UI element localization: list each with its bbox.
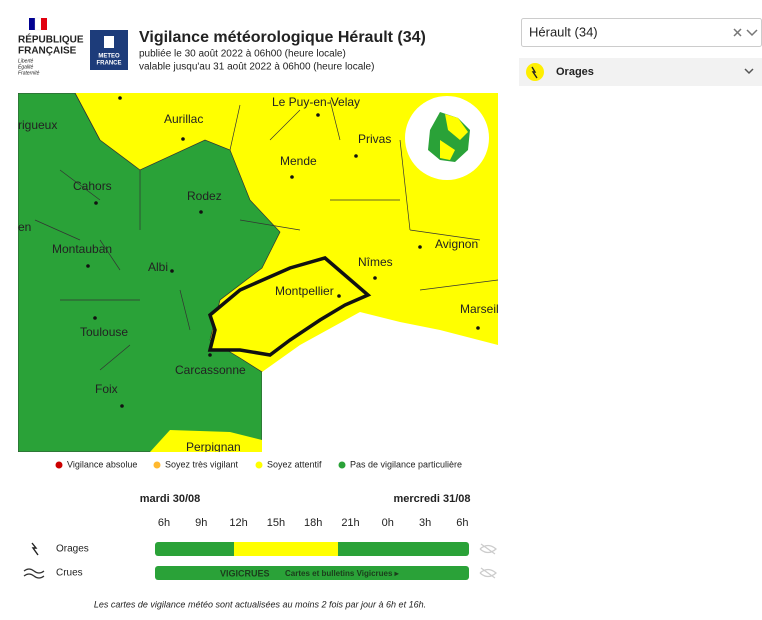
city-label: Privas (358, 132, 391, 146)
waves-icon (23, 568, 45, 579)
flag (29, 18, 35, 30)
select-icons[interactable] (733, 28, 758, 37)
yellow-zone (150, 430, 262, 452)
logo-text: RÉPUBLIQUE (18, 33, 84, 46)
sea (262, 312, 498, 452)
orages-yellow (234, 542, 338, 556)
legend-dot (338, 461, 346, 469)
meteo-logo: METEO FRANCE (90, 30, 128, 70)
row-label: Crues (56, 568, 83, 579)
legend-dot (55, 461, 63, 469)
logo-text: FRANCE (97, 61, 122, 67)
legend-label: Soyez attentif (267, 459, 322, 469)
city-label: Aurillac (164, 112, 203, 126)
city-label: Carcassonne (175, 363, 246, 377)
rf-logo: RÉPUBLIQUE FRANÇAISE Liberté Égalité Fra… (18, 17, 84, 76)
city-label: Albi (148, 260, 168, 274)
hour-label: 6h (158, 517, 170, 529)
title: Vigilance météorologique Hérault (34) (139, 29, 426, 46)
city-label: Rodez (187, 189, 222, 203)
vigicrues-logo: VIGICRUES (220, 568, 270, 578)
inset-yellow (440, 114, 468, 160)
vigicrues-link[interactable]: VIGICRUES Cartes et bulletins Vigicrues … (155, 566, 469, 580)
vigicrues-text[interactable]: Cartes et bulletins Vigicrues ▸ (285, 569, 400, 578)
crues-bar[interactable] (155, 566, 469, 580)
city-label: Montpellier (275, 284, 334, 298)
city-label: rigueux (18, 118, 57, 132)
hour-label: 9h (195, 517, 207, 529)
city-label: Le Puy-en-Velay (272, 95, 360, 109)
flag (41, 18, 47, 30)
hour-label: 6h (456, 517, 468, 529)
hour-label: 21h (341, 517, 359, 529)
hour-label: 3h (419, 517, 431, 529)
hour-label: 0h (382, 517, 394, 529)
hour-labels: 6h 9h 12h 15h 18h 21h 0h 3h 6h (158, 517, 469, 529)
legend-label: Vigilance absolue (67, 459, 137, 469)
eye-icon[interactable] (479, 543, 497, 555)
phenomenon-label[interactable]: Orages (556, 66, 594, 78)
logo-motto: Égalité (18, 63, 34, 70)
eye-icons[interactable] (479, 543, 497, 579)
flag (34, 17, 42, 31)
city-label: en (18, 220, 31, 234)
valid: valable jusqu'au 31 août 2022 à 06h00 (h… (139, 62, 374, 73)
borders (34, 93, 498, 371)
city-label: Toulouse (80, 325, 128, 339)
city-label: Perpignan (186, 440, 241, 454)
phenomenon-row[interactable]: Orages (519, 58, 762, 86)
city-label: Marseil (460, 302, 499, 316)
city-label: Cahors (73, 179, 112, 193)
city-label: Montauban (52, 242, 112, 256)
logo-text: METEO (98, 54, 120, 60)
city-label: Avignon (435, 237, 478, 251)
chevron[interactable] (744, 68, 754, 75)
eye-icon[interactable] (479, 567, 497, 579)
hour-label: 18h (304, 517, 322, 529)
france-inset[interactable] (405, 96, 489, 180)
hour-label: 12h (229, 517, 247, 529)
map: rigueux Aurillac Le Puy-en-Velay Mende P… (18, 93, 499, 454)
city-dots (86, 96, 480, 408)
city-label: Foix (95, 382, 118, 396)
logo-motto: Fraternité (18, 70, 40, 76)
row-bg[interactable] (519, 58, 762, 86)
published: publiée le 30 août 2022 à 06h00 (heure l… (139, 49, 346, 60)
logo-motto: Liberté (18, 58, 34, 64)
department-select[interactable]: Hérault (34) (521, 18, 762, 47)
day-label: mardi 30/08 (140, 493, 201, 505)
footer-note: Les cartes de vigilance météo sont actua… (94, 599, 426, 609)
storm-icon (531, 66, 538, 79)
hour-label: 15h (267, 517, 285, 529)
legend-dot (255, 461, 263, 469)
legend-label: Pas de vigilance particulière (350, 459, 462, 469)
legend-dot (153, 461, 161, 469)
herault-outline (207, 256, 372, 357)
logo-text: FRANÇAISE (18, 46, 77, 57)
logo-mark (104, 36, 114, 48)
legend: Vigilance absolue Soyez très vigilant So… (55, 459, 462, 469)
row-label: Orages (56, 544, 89, 555)
day-label: mercredi 31/08 (393, 493, 470, 505)
city-label: Mende (280, 154, 317, 168)
city-label: Nîmes (358, 255, 393, 269)
storm-icon (31, 542, 39, 556)
legend-label: Soyez très vigilant (165, 459, 239, 469)
select-value[interactable]: Hérault (34) (529, 24, 598, 39)
